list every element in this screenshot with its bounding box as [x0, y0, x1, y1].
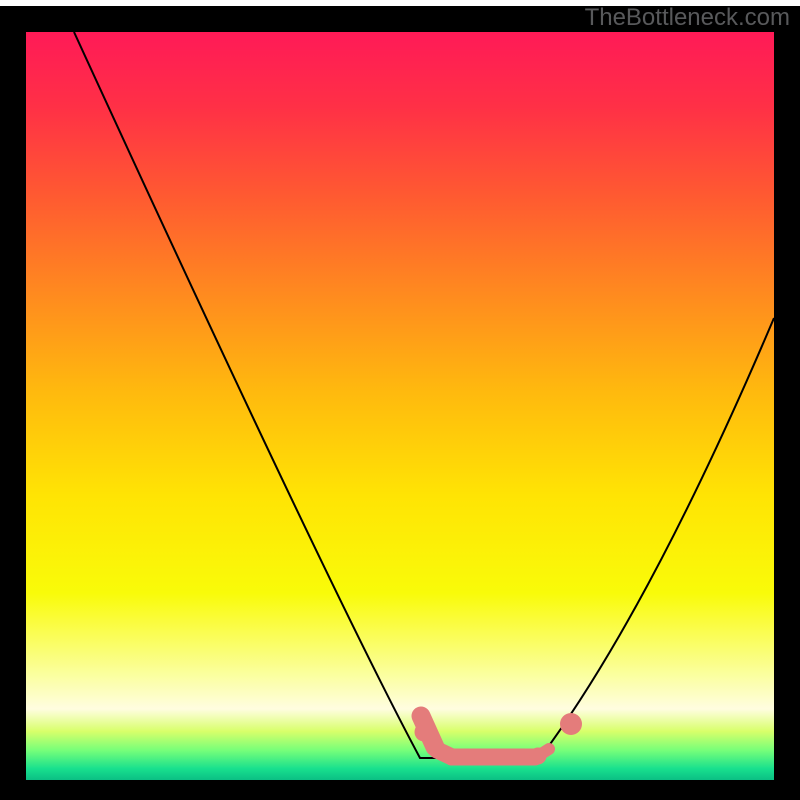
pink-dot [560, 713, 582, 735]
pink-dot [514, 749, 531, 766]
pink-dot [415, 723, 434, 742]
pink-segment [538, 749, 549, 756]
figure-root: TheBottleneck.com [0, 0, 800, 800]
pink-dot [488, 749, 505, 766]
gradient-background [26, 32, 774, 780]
attribution-label: TheBottleneck.com [585, 4, 790, 32]
pink-dot [458, 749, 475, 766]
bottleneck-chart [0, 0, 800, 800]
